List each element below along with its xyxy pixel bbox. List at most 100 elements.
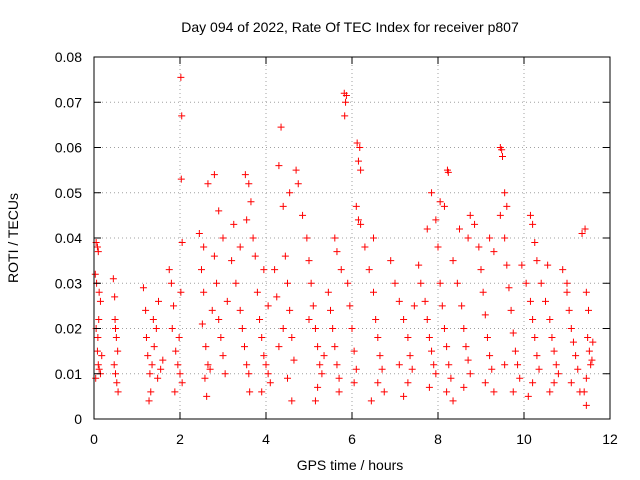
data-point	[149, 315, 157, 323]
data-point	[177, 175, 185, 183]
data-point	[150, 343, 158, 351]
data-point	[333, 248, 341, 256]
data-point	[112, 334, 120, 342]
data-point	[288, 334, 296, 342]
data-point	[152, 325, 160, 332]
data-point	[537, 279, 545, 287]
data-point	[514, 361, 522, 369]
data-point	[546, 388, 554, 396]
data-point	[516, 374, 524, 382]
data-point	[148, 361, 156, 369]
data-point	[335, 388, 343, 396]
data-point	[249, 234, 257, 242]
y-tick-label: 0.01	[55, 366, 82, 382]
data-point	[91, 270, 99, 278]
data-point	[453, 279, 461, 287]
data-point	[509, 388, 517, 396]
data-point	[466, 370, 474, 378]
data-point	[438, 302, 446, 310]
data-point	[204, 180, 212, 188]
data-point	[352, 202, 360, 210]
data-point	[251, 252, 259, 260]
data-point	[501, 234, 509, 242]
data-point	[518, 261, 526, 269]
data-point	[496, 211, 504, 219]
data-point	[481, 379, 489, 387]
data-point	[178, 239, 186, 247]
x-tick-label: 2	[176, 431, 184, 447]
data-point	[204, 361, 212, 369]
data-point	[114, 388, 122, 396]
data-point	[337, 266, 345, 274]
data-point	[176, 370, 184, 378]
data-point	[554, 370, 562, 378]
data-point	[95, 288, 103, 296]
x-tick-label: 0	[90, 431, 98, 447]
data-point	[535, 365, 543, 373]
data-point	[400, 392, 408, 400]
data-point	[582, 374, 590, 382]
data-point	[477, 266, 485, 274]
data-point	[219, 352, 227, 360]
data-point	[357, 220, 365, 228]
data-point	[380, 388, 388, 396]
data-point	[292, 166, 300, 174]
data-point	[529, 315, 537, 323]
data-point	[544, 261, 552, 269]
data-point	[464, 356, 472, 364]
data-point	[305, 257, 313, 265]
data-point	[395, 361, 403, 369]
data-point	[215, 207, 223, 215]
data-point	[531, 239, 539, 247]
data-point	[329, 325, 337, 332]
data-point	[400, 315, 408, 323]
data-point	[428, 347, 436, 355]
data-point	[281, 252, 289, 260]
data-point	[488, 365, 496, 373]
data-point	[546, 315, 554, 323]
data-point	[563, 279, 571, 287]
data-point	[260, 352, 268, 360]
data-point	[421, 297, 429, 305]
data-point	[335, 374, 343, 382]
data-point	[486, 234, 494, 242]
data-point	[177, 73, 185, 81]
data-point	[436, 279, 444, 287]
data-point	[145, 397, 153, 405]
data-point	[499, 153, 506, 161]
data-point	[430, 361, 438, 369]
data-point	[356, 144, 364, 151]
data-point	[569, 338, 577, 346]
data-point	[262, 361, 270, 369]
data-point	[174, 361, 182, 369]
data-point	[460, 325, 468, 332]
data-point	[391, 279, 399, 287]
data-point	[357, 166, 365, 174]
data-point	[481, 311, 489, 319]
data-point	[112, 370, 119, 378]
data-point	[139, 284, 147, 292]
data-point	[175, 334, 183, 342]
data-point	[404, 379, 412, 387]
data-point	[305, 315, 313, 323]
data-point	[466, 211, 474, 219]
data-point	[243, 361, 251, 369]
data-point	[456, 225, 463, 233]
data-point	[449, 257, 457, 265]
data-point	[247, 198, 255, 206]
data-point	[215, 315, 223, 323]
data-point	[288, 397, 296, 405]
data-point	[275, 162, 283, 170]
data-point	[374, 334, 382, 342]
data-point	[290, 356, 298, 364]
data-point	[548, 334, 556, 342]
data-point	[471, 220, 479, 228]
data-point	[578, 229, 586, 237]
data-point	[303, 234, 311, 242]
data-point	[582, 401, 590, 409]
x-axis-label: GPS time / hours	[297, 457, 404, 473]
data-point	[198, 266, 205, 274]
y-axis-label: ROTI / TECUs	[5, 193, 21, 283]
y-tick-label: 0.03	[55, 275, 82, 291]
data-point	[445, 361, 453, 369]
